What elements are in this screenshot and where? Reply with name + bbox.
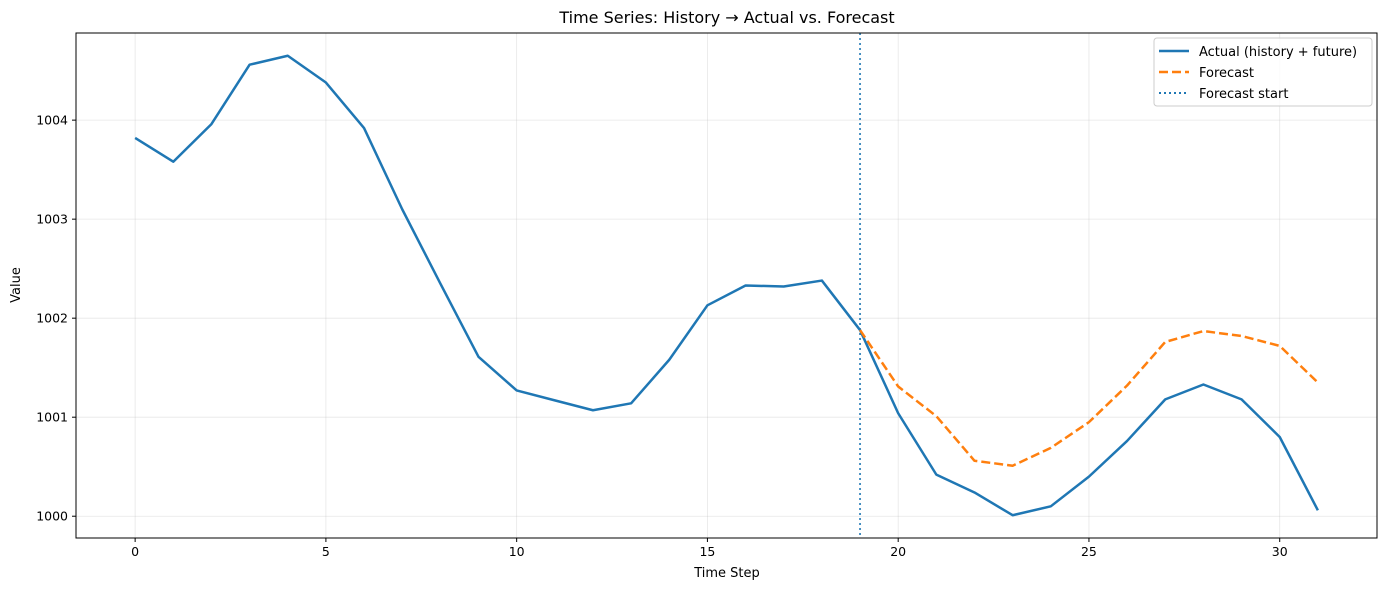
y-axis-ticks: 1000 1001 1002 1003 1004 [36,113,76,524]
legend-box [1153,37,1373,107]
y-tick-label: 1002 [36,311,68,326]
x-tick-label: 20 [890,544,906,559]
plot-frame [75,32,1378,539]
series-layer [134,33,1319,538]
forecast-series-line [858,329,1319,467]
actual-series-line [134,54,1319,517]
legend-label-actual: Actual (history + future) [1199,45,1357,60]
x-tick-label: 30 [1272,544,1288,559]
y-axis-label: Value [9,267,24,303]
y-tick-label: 1001 [36,410,68,425]
chart-title: Time Series: History → Actual vs. Foreca… [558,8,894,27]
legend-label-forecast-start: Forecast start [1199,87,1288,102]
x-tick-label: 25 [1081,544,1097,559]
y-tick-label: 1004 [36,113,68,128]
legend: Actual (history + future) Forecast Forec… [1153,37,1373,107]
y-tick-label: 1000 [36,509,68,524]
legend-label-forecast: Forecast [1199,66,1254,81]
x-tick-label: 5 [322,544,330,559]
x-tick-label: 15 [699,544,715,559]
x-axis-label: Time Step [693,566,760,581]
y-tick-label: 1003 [36,212,68,227]
x-tick-label: 0 [131,544,139,559]
x-tick-label: 10 [509,544,525,559]
x-axis-ticks: 0 5 10 15 20 25 30 [131,538,1288,559]
grid-layer [76,33,1377,538]
